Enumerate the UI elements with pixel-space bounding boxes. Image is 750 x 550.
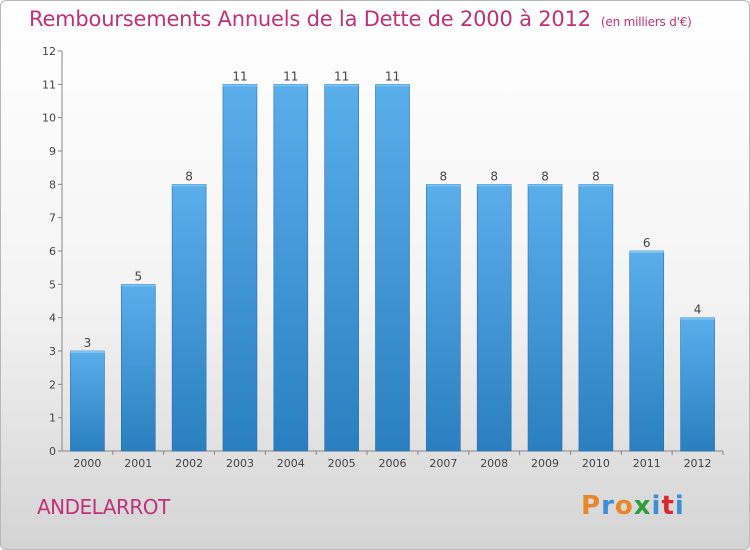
bar-2001 (120, 284, 156, 452)
bar-2010 (578, 184, 614, 452)
logo-letter: o (614, 491, 634, 521)
logo-letter: r (601, 491, 615, 521)
bar-2005 (324, 84, 359, 452)
data-label: 8 (185, 169, 193, 183)
y-tick-label: 12 (42, 45, 56, 58)
x-tick-label: 2010 (582, 457, 610, 470)
data-label: 4 (694, 303, 702, 317)
y-tick-label: 11 (42, 78, 56, 91)
x-tick-label: 2005 (328, 457, 356, 470)
proxiti-logo: Proxiti (581, 491, 685, 521)
bar-top-highlight (680, 317, 715, 320)
y-tick-label: 10 (42, 112, 56, 125)
data-label: 8 (440, 169, 448, 183)
bar-top-highlight (324, 84, 359, 87)
x-tick-label: 2012 (684, 457, 712, 470)
logo-letter: i (674, 491, 685, 521)
y-tick-label: 8 (49, 178, 56, 191)
y-tick-label: 2 (49, 378, 56, 391)
y-tick-label: 4 (49, 312, 56, 325)
x-tick-label: 2002 (175, 457, 203, 470)
data-label: 6 (643, 236, 651, 250)
x-tick-label: 2007 (429, 457, 457, 470)
bar-top-highlight (172, 184, 207, 187)
data-label: 3 (84, 336, 92, 350)
y-tick-label: 6 (49, 245, 56, 258)
chart-title: Remboursements Annuels de la Dette de 20… (29, 7, 692, 31)
chart-labels: 2000 3 2001 5 2002 8 2003 11 2004 11 2005 11 2006 11 2… (73, 69, 711, 470)
data-label: 11 (232, 69, 247, 83)
y-tick-label: 0 (49, 445, 56, 458)
data-label: 11 (385, 69, 400, 83)
y-tick-label: 5 (49, 278, 56, 291)
x-tick-label: 2006 (379, 457, 407, 470)
x-tick-label: 2004 (277, 457, 305, 470)
data-label: 8 (541, 169, 549, 183)
bar-2006 (375, 84, 410, 452)
data-label: 5 (134, 269, 142, 283)
logo-letter: t (661, 491, 675, 521)
bar-2011 (629, 250, 665, 452)
bar-2003 (222, 84, 258, 452)
data-label: 11 (283, 69, 298, 83)
bar-top-highlight (578, 184, 613, 187)
x-tick-label: 2008 (480, 457, 508, 470)
chart-bars (70, 84, 715, 452)
y-tick-label: 9 (49, 145, 56, 158)
bar-top-highlight (273, 84, 308, 87)
bar-2000 (70, 350, 105, 452)
data-label: 11 (334, 69, 349, 83)
bar-2012 (680, 317, 715, 452)
bar-2007 (426, 184, 461, 452)
bar-top-highlight (222, 84, 257, 87)
bar-2009 (527, 184, 563, 452)
bar-top-highlight (121, 284, 156, 287)
x-tick-label: 2011 (633, 457, 661, 470)
bar-top-highlight (629, 251, 664, 253)
logo-letter: x (633, 491, 652, 521)
y-tick-label: 3 (49, 345, 56, 358)
data-label: 8 (592, 169, 600, 183)
x-tick-label: 2000 (73, 457, 101, 470)
y-tick-label: 7 (49, 212, 56, 225)
logo-letter: P (581, 491, 602, 521)
bar-top-highlight (426, 184, 461, 187)
chart-unit: (en milliers d'€) (600, 15, 692, 29)
x-tick-label: 2009 (531, 457, 559, 470)
data-label: 8 (490, 169, 498, 183)
chart-title-text: Remboursements Annuels de la Dette de 20… (29, 7, 591, 31)
commune-name: ANDELARROT (37, 495, 170, 519)
bar-top-highlight (528, 184, 563, 187)
bar-top-highlight (477, 184, 512, 187)
x-tick-label: 2001 (124, 457, 152, 470)
x-tick-label: 2003 (226, 457, 254, 470)
bar-2002 (171, 184, 207, 452)
bar-2008 (476, 184, 512, 452)
bar-top-highlight (375, 84, 410, 87)
bar-top-highlight (70, 351, 105, 353)
logo-letter: i (651, 491, 662, 521)
y-tick-label: 1 (49, 412, 56, 425)
bar-2004 (273, 84, 309, 452)
